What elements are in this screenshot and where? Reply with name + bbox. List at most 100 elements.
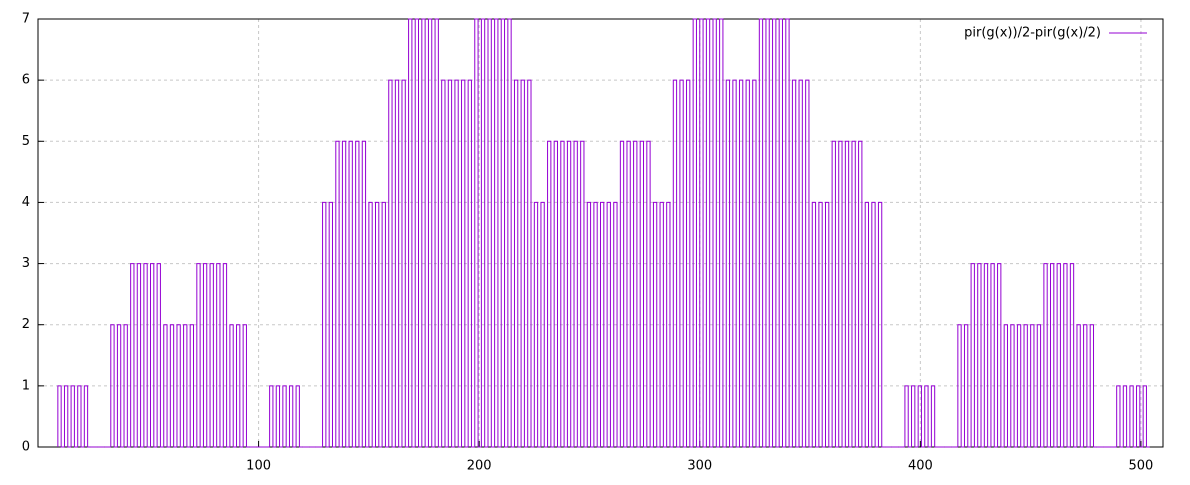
pulse [586, 201, 594, 448]
pulse [507, 18, 515, 448]
pulse [381, 201, 389, 448]
pulse [322, 201, 330, 448]
pulse [130, 263, 138, 448]
x-tick-label: 300 [687, 459, 712, 474]
pulse [851, 140, 859, 448]
pulse [725, 79, 733, 448]
pulse [666, 201, 674, 448]
y-tick-label: 3 [22, 256, 30, 271]
pulse [533, 201, 541, 448]
pulse [520, 79, 528, 448]
pulse [328, 201, 336, 448]
pulse [150, 263, 158, 448]
pulse [116, 324, 125, 448]
pulse [619, 140, 627, 448]
pulse [547, 140, 555, 448]
pulse [176, 324, 184, 448]
pulse [467, 79, 475, 448]
pulse [196, 263, 204, 448]
pulse [1036, 324, 1044, 448]
pulse [633, 140, 641, 448]
pulse [269, 385, 277, 448]
pulse [672, 79, 680, 448]
pulse [977, 263, 985, 448]
pulse [222, 263, 230, 448]
pulse [1030, 324, 1038, 448]
pulse [361, 140, 369, 448]
pulse [434, 18, 442, 448]
pulse [719, 18, 727, 448]
pulse [408, 18, 416, 448]
pulse [1010, 324, 1018, 448]
pulse [791, 79, 800, 448]
pulse [414, 18, 422, 448]
pulse [997, 263, 1005, 448]
pulse [1142, 385, 1150, 448]
pulse [864, 201, 872, 448]
pulse [447, 79, 455, 448]
pulse [785, 18, 793, 448]
pulse [957, 324, 965, 448]
pulse [613, 201, 621, 448]
pulse [818, 201, 826, 448]
x-tick-label: 100 [246, 459, 271, 474]
pulse [169, 324, 177, 448]
pulse [911, 385, 919, 448]
pulse [295, 385, 303, 448]
pulse [77, 385, 85, 448]
pulse [692, 18, 700, 448]
pulse [1076, 324, 1084, 448]
pulse [983, 263, 991, 448]
pulse [639, 140, 647, 448]
pulse [461, 79, 469, 448]
pulse [831, 140, 839, 448]
pulse [1016, 324, 1025, 448]
pulse [123, 324, 131, 448]
pulse [143, 263, 151, 448]
pulse [626, 140, 634, 448]
pulse [341, 140, 350, 448]
pulse [917, 385, 925, 448]
pulse [368, 201, 376, 448]
pulse [990, 263, 998, 448]
pulse [1122, 385, 1130, 448]
pulse [1116, 385, 1124, 448]
pulse [394, 79, 402, 448]
pulse [646, 140, 654, 448]
pulse [527, 79, 535, 448]
y-tick-label: 6 [22, 73, 30, 88]
pulse [136, 263, 144, 448]
pulse [401, 79, 409, 448]
y-tick-label: 7 [22, 12, 30, 27]
pulse [1003, 324, 1011, 448]
pulse [593, 201, 601, 448]
pulse [1069, 263, 1077, 448]
pulse [454, 79, 462, 448]
pulse [156, 263, 164, 448]
pulse [686, 79, 694, 448]
pulse [778, 18, 786, 448]
pulse [858, 140, 866, 448]
pulse [1056, 263, 1064, 448]
pulse [83, 385, 91, 448]
pulse [480, 18, 488, 448]
y-tick-label: 0 [22, 440, 30, 455]
x-tick-label: 400 [908, 459, 933, 474]
y-tick-label: 4 [22, 195, 30, 210]
pulse [540, 201, 548, 448]
pulse [1050, 263, 1058, 448]
pulse [679, 79, 687, 448]
pulse [904, 385, 912, 448]
pulse [652, 201, 661, 448]
pulse [871, 201, 879, 448]
pulse [513, 79, 522, 448]
pulse [355, 140, 363, 448]
pulse [474, 18, 482, 448]
pulse [732, 79, 740, 448]
pulse [189, 324, 197, 448]
pulse [427, 18, 436, 448]
pulse [580, 140, 588, 448]
pulse [1136, 385, 1144, 448]
